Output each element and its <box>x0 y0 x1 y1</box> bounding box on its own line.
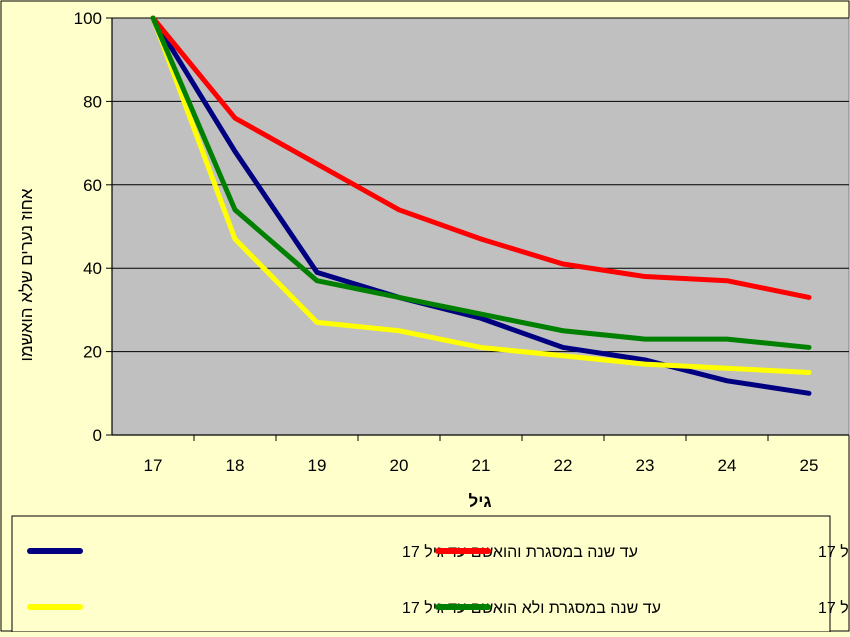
x-tick-label-1: 18 <box>226 456 245 475</box>
y-tick-label-4: 80 <box>83 92 102 111</box>
y-tick-label-0: 0 <box>93 426 102 445</box>
x-axis-label: גיל <box>469 492 492 511</box>
legend-label-1: מעל שנה במסגרת והואשם עד גיל 17 <box>818 543 850 561</box>
x-tick-label-5: 22 <box>554 456 573 475</box>
legend-label-3: מעל שנה במסגרת ולא הואשם עד גיל 17 <box>818 599 850 617</box>
legend: עד שנה במסגרת והואשם עד גיל 17 מעל שנה ב… <box>12 516 850 632</box>
x-tick-label-7: 24 <box>718 456 737 475</box>
x-tick-label-2: 19 <box>308 456 327 475</box>
x-tick-label-8: 25 <box>800 456 819 475</box>
x-tick-label-3: 20 <box>390 456 409 475</box>
plot-area <box>112 18 849 435</box>
y-tick-label-2: 40 <box>83 259 102 278</box>
x-tick-label-4: 21 <box>472 456 491 475</box>
x-tick-label-0: 17 <box>144 456 163 475</box>
x-tick-label-6: 23 <box>636 456 655 475</box>
y-tick-label-1: 20 <box>83 343 102 362</box>
y-tick-label-5: 100 <box>74 9 102 28</box>
y-tick-label-3: 60 <box>83 176 102 195</box>
y-axis-label: אחוז נערים שלא הואשמו <box>17 188 36 361</box>
